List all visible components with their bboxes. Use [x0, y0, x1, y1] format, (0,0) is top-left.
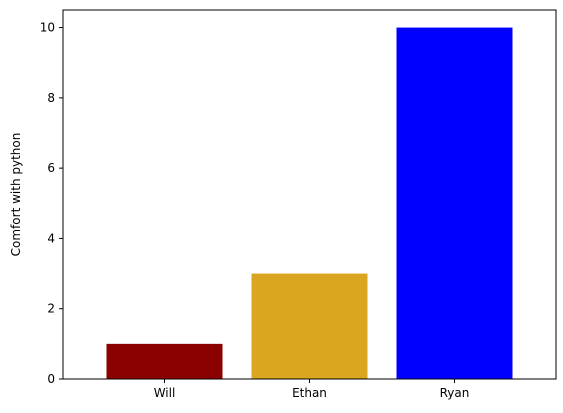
y-tick-label: 4	[47, 231, 55, 245]
y-tick-label: 0	[47, 372, 55, 386]
bar-ethan	[251, 273, 368, 379]
x-tick-label: Will	[154, 386, 176, 400]
x-tick-label: Ryan	[440, 386, 470, 400]
bar-ryan	[396, 27, 513, 379]
y-axis-label: Comfort with python	[9, 133, 23, 257]
x-axis-ticks: Will Ethan Ryan	[154, 379, 470, 400]
y-tick-label: 10	[40, 21, 55, 35]
bar-will	[106, 343, 223, 379]
plot-frame	[62, 9, 557, 380]
bars-group	[106, 27, 513, 379]
y-axis-ticks: 0 2 4 6 8 10	[40, 21, 63, 386]
y-tick-label: 6	[47, 161, 55, 175]
y-tick-label: 2	[47, 302, 55, 316]
x-tick-label: Ethan	[292, 386, 327, 400]
y-tick-label: 8	[47, 91, 55, 105]
